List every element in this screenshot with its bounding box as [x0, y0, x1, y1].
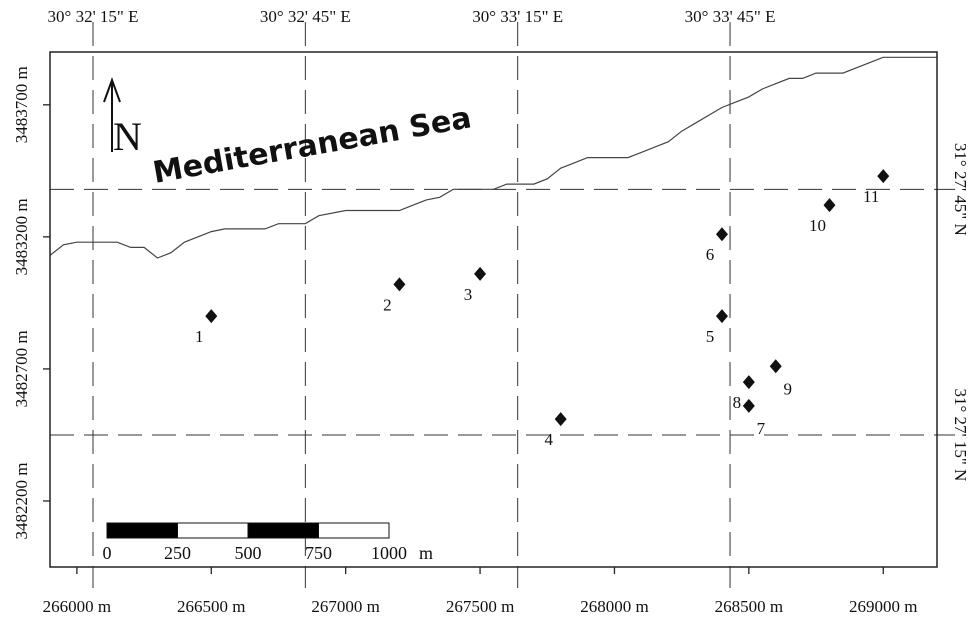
scale-label: 500	[235, 543, 262, 563]
station-marker	[769, 359, 782, 374]
top-tick-label: 30° 33' 15" E	[472, 7, 563, 26]
north-arrow-label: N	[113, 114, 142, 159]
station-label: 5	[706, 327, 715, 346]
station-marker	[205, 309, 218, 324]
grid-lines	[50, 22, 955, 588]
bottom-tick-label: 267000 m	[311, 597, 379, 616]
coastline	[49, 56, 937, 259]
scale-label: 750	[305, 543, 332, 563]
station-marker	[823, 198, 836, 213]
left-tick-label: 3482700 m	[12, 330, 31, 407]
bottom-tick-label: 266000 m	[43, 597, 111, 616]
scale-segment	[247, 522, 319, 539]
scale-segment	[106, 522, 178, 539]
scale-label: 0	[103, 543, 112, 563]
left-tick-label: 3483200 m	[12, 198, 31, 275]
bottom-tick-label: 268000 m	[580, 597, 648, 616]
bottom-tick-label: 268500 m	[715, 597, 783, 616]
coastline-path	[49, 56, 937, 259]
sea-label: Mediterranean Sea	[150, 100, 474, 190]
station-marker	[742, 375, 755, 390]
right-tick-label: 31° 27' 15" N	[951, 388, 970, 481]
station-marker	[742, 398, 755, 413]
station-label: 8	[733, 393, 742, 412]
bottom-tick-label: 267500 m	[446, 597, 514, 616]
station-marker	[715, 309, 728, 324]
station-marker	[877, 169, 890, 184]
station-marker	[554, 412, 567, 427]
stations: 1 2 3 4 5 6 78 9 10 11	[195, 169, 890, 449]
top-tick-label: 30° 33' 45" E	[685, 7, 776, 26]
scale-unit: m	[419, 543, 433, 563]
top-tick-label: 30° 32' 15" E	[48, 7, 139, 26]
station-label: 4	[544, 430, 553, 449]
scale-label: 1000	[371, 543, 407, 563]
scale-bar: 0 250 500 750 1000 m	[103, 522, 433, 563]
station-label: 1	[195, 327, 204, 346]
bottom-tick-label: 266500 m	[177, 597, 245, 616]
left-tick-label: 3482200 m	[12, 463, 31, 540]
station-marker	[393, 277, 406, 292]
bottom-tick-label: 269000 m	[849, 597, 917, 616]
station-label: 3	[464, 285, 473, 304]
station-label: 2	[383, 295, 392, 314]
station-marker	[474, 266, 487, 281]
station-label: 6	[706, 245, 715, 264]
top-tick-label: 30° 32' 45" E	[260, 7, 351, 26]
station-marker	[715, 227, 728, 242]
scale-segment	[177, 522, 249, 539]
right-tick-label: 31° 27' 45" N	[951, 143, 970, 236]
scale-segment	[318, 522, 390, 539]
left-tick-label: 3483700 m	[12, 66, 31, 143]
station-label: 10	[809, 216, 826, 235]
station-label: 11	[863, 187, 879, 206]
scale-label: 250	[164, 543, 191, 563]
station-label: 9	[783, 379, 792, 398]
north-arrow-icon: N	[103, 77, 142, 159]
station-label: 7	[757, 419, 766, 438]
map-frame	[49, 51, 938, 568]
coordinate-labels: 266000 m 266500 m 267000 m 267500 m 268000 m…	[12, 7, 970, 616]
